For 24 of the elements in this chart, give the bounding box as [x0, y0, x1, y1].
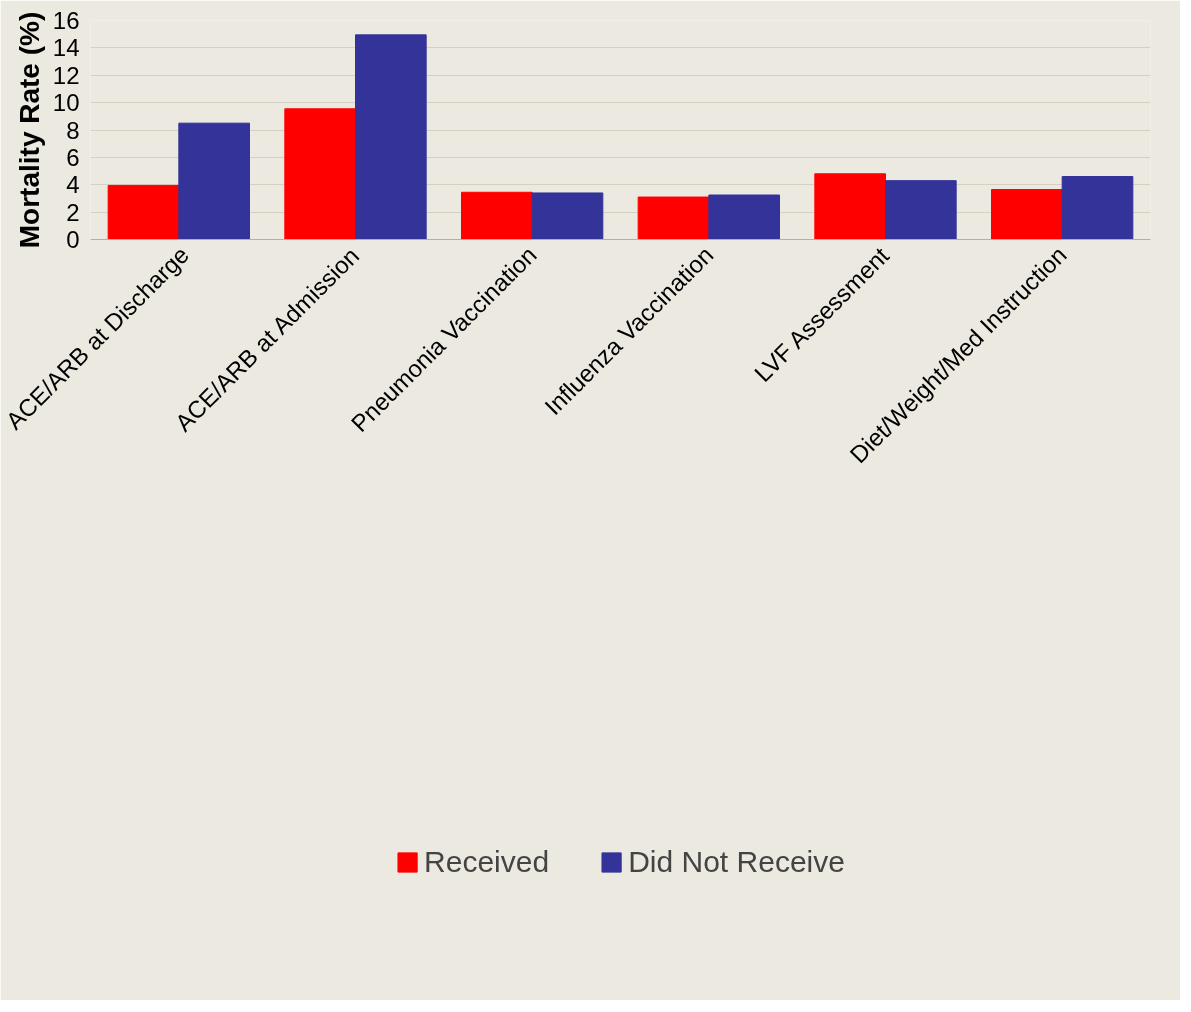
bar [637, 196, 710, 240]
y-tick-label: 6 [66, 143, 80, 171]
y-tick-label: 16 [52, 7, 80, 34]
y-tick-label: 0 [66, 226, 80, 253]
bar [814, 173, 886, 240]
y-tick-label: 12 [52, 61, 80, 89]
y-tick-label: 14 [52, 34, 80, 62]
bar [1061, 176, 1134, 240]
y-tick-label: 8 [66, 116, 80, 144]
y-tick-label: 10 [52, 89, 80, 117]
bar [461, 191, 533, 240]
bar [885, 180, 957, 240]
bar [178, 122, 250, 240]
legend-label: Received [424, 844, 550, 879]
y-tick-label: 4 [66, 171, 80, 199]
legend-label: Did Not Receive [628, 844, 845, 879]
bar [284, 108, 356, 240]
bar [531, 192, 604, 240]
bar [355, 34, 427, 240]
bar [107, 184, 180, 240]
y-tick-label: 2 [66, 198, 80, 226]
bar [991, 189, 1063, 240]
bar [708, 194, 780, 240]
y-axis-title: Mortality Rate (%) [13, 11, 45, 249]
